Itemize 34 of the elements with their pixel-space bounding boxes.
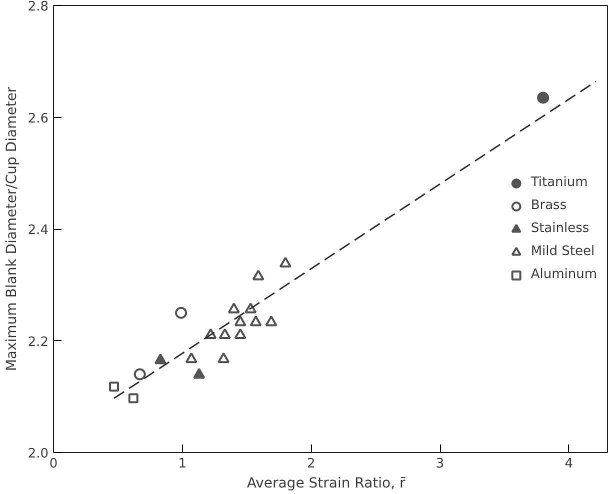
point <box>250 316 262 326</box>
point <box>265 316 278 326</box>
legend-label: Titanium <box>530 175 588 190</box>
point <box>252 270 264 280</box>
point <box>537 92 550 104</box>
x-tick-label: 1 <box>178 456 186 472</box>
point <box>228 302 240 314</box>
point <box>134 368 146 380</box>
legend-label: Aluminum <box>530 267 597 282</box>
legend-label: Stainless <box>530 221 590 236</box>
point <box>279 256 292 268</box>
point <box>218 328 231 340</box>
point <box>109 382 120 392</box>
x-axis-title: Average Strain Ratio, r̄ <box>246 476 406 492</box>
point <box>234 316 246 326</box>
point <box>193 368 206 379</box>
y-tick-label: 2.0 <box>28 446 49 462</box>
x-tick-label: 3 <box>436 456 444 472</box>
y-tick-label: 2.6 <box>28 111 49 126</box>
x-tick-label: 2 <box>307 456 316 472</box>
point <box>218 352 230 364</box>
legend-label: Mild Steel <box>530 244 595 259</box>
x-tick-label: 0 <box>49 456 58 472</box>
y-tick-label: 2.4 <box>28 223 49 238</box>
point <box>185 352 198 364</box>
point <box>175 306 188 319</box>
y-tick-label: 2.2 <box>28 334 49 350</box>
point <box>234 328 246 340</box>
y-axis-title: Maximum Blank Diameter/Cup Diameter <box>4 86 20 372</box>
y-tick-label: 2.8 <box>28 0 49 14</box>
x-tick-label: 4 <box>564 456 573 472</box>
point <box>154 354 166 364</box>
point <box>128 393 138 404</box>
legend-label: Brass <box>530 198 567 213</box>
